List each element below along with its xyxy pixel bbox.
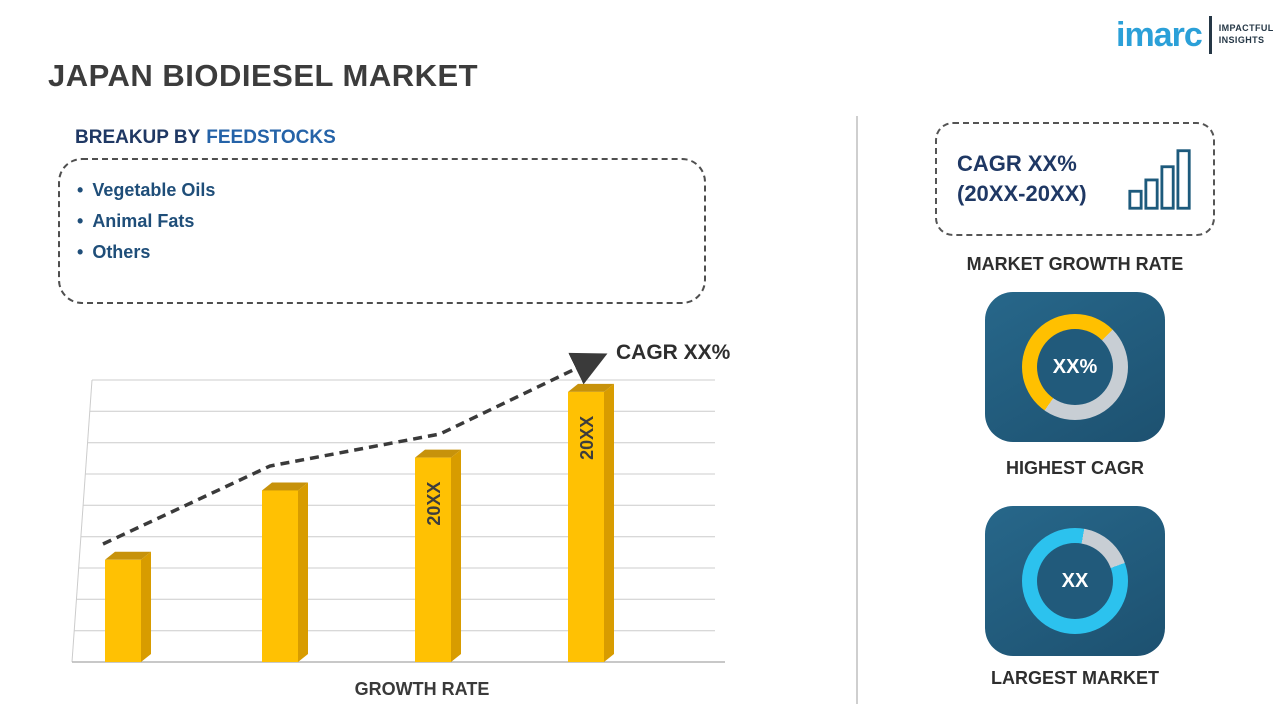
- growth-rate-chart: 20XX 20XX: [60, 338, 740, 678]
- logo-tagline: IMPACTFUL INSIGHTS: [1219, 23, 1274, 46]
- largest-market-label: LARGEST MARKET: [991, 668, 1159, 688]
- logo-tagline-line2: INSIGHTS: [1218, 35, 1265, 45]
- cagr-summary-line2: (20XX-20XX): [957, 181, 1087, 206]
- feedstock-list-box: • Vegetable Oils • Animal Fats • Others: [58, 158, 706, 304]
- market-growth-rate-label: MARKET GROWTH RATE: [966, 254, 1184, 274]
- cagr-summary-text: CAGR XX% (20XX-20XX): [957, 149, 1087, 208]
- logo-divider-bar: [1208, 16, 1212, 54]
- list-item: • Others: [77, 237, 704, 268]
- page-title: JAPAN BIODIESEL MARKET: [48, 58, 479, 93]
- donut-center-value: XX%: [1037, 329, 1113, 405]
- breakup-heading-highlight: FEEDSTOCKS: [206, 127, 336, 148]
- feedstock-label: Others: [92, 242, 151, 262]
- list-item: • Vegetable Oils: [77, 175, 704, 206]
- bullet-icon: •: [77, 180, 84, 200]
- highest-cagr-value: XX%: [1052, 355, 1098, 378]
- cagr-annotation: CAGR XX%: [616, 341, 731, 364]
- breakup-heading-prefix: BREAKUP BY: [75, 127, 201, 148]
- list-item: • Animal Fats: [77, 206, 704, 237]
- donut-center-value: XX: [1037, 543, 1113, 619]
- bar-chart-canvas: 20XX 20XX: [71, 352, 725, 663]
- vertical-divider: [856, 116, 858, 704]
- breakup-heading: BREAKUP BY FEEDSTOCKS: [75, 127, 336, 149]
- cagr-summary-line1: CAGR XX%: [957, 151, 1077, 177]
- donut-chart-yellow: XX%: [1022, 314, 1128, 420]
- x-axis-label: GROWTH RATE: [354, 679, 490, 699]
- feedstock-label: Animal Fats: [92, 211, 195, 231]
- imarc-logo: imarc IMPACTFUL INSIGHTS: [1116, 16, 1274, 54]
- largest-market-value: XX: [1061, 569, 1089, 592]
- bar-chart-icon: [1128, 149, 1191, 210]
- svg-text:20XX: 20XX: [424, 482, 444, 526]
- cagr-summary-box: CAGR XX% (20XX-20XX): [935, 122, 1215, 236]
- largest-market-tile: XX: [985, 506, 1165, 656]
- svg-text:20XX: 20XX: [577, 416, 597, 460]
- bullet-icon: •: [77, 242, 84, 262]
- imarc-logo-wordmark: imarc: [1116, 16, 1203, 54]
- highest-cagr-label: HIGHEST CAGR: [1005, 458, 1145, 478]
- feedstock-list: • Vegetable Oils • Animal Fats • Others: [77, 175, 704, 268]
- bullet-icon: •: [77, 211, 84, 231]
- logo-tagline-line1: IMPACTFUL: [1218, 23, 1274, 34]
- feedstock-label: Vegetable Oils: [92, 180, 216, 200]
- donut-chart-cyan: XX: [1022, 528, 1128, 634]
- highest-cagr-tile: XX%: [985, 292, 1165, 442]
